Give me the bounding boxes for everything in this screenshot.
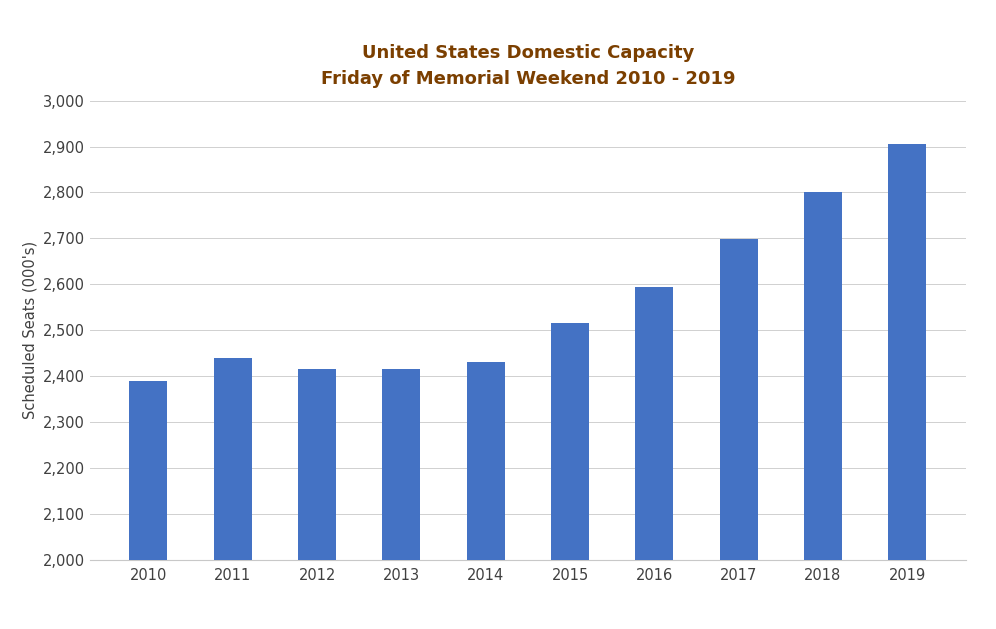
Bar <box>720 239 758 629</box>
Bar <box>298 369 336 629</box>
Bar <box>551 323 589 629</box>
Bar <box>467 362 505 629</box>
Bar <box>214 358 252 629</box>
Title: United States Domestic Capacity
Friday of Memorial Weekend 2010 - 2019: United States Domestic Capacity Friday o… <box>321 43 735 88</box>
Bar <box>382 369 420 629</box>
Bar <box>635 287 673 629</box>
Bar <box>129 381 167 629</box>
Bar <box>888 144 926 629</box>
Y-axis label: Scheduled Seats (000's): Scheduled Seats (000's) <box>22 241 37 420</box>
Bar <box>804 192 842 629</box>
